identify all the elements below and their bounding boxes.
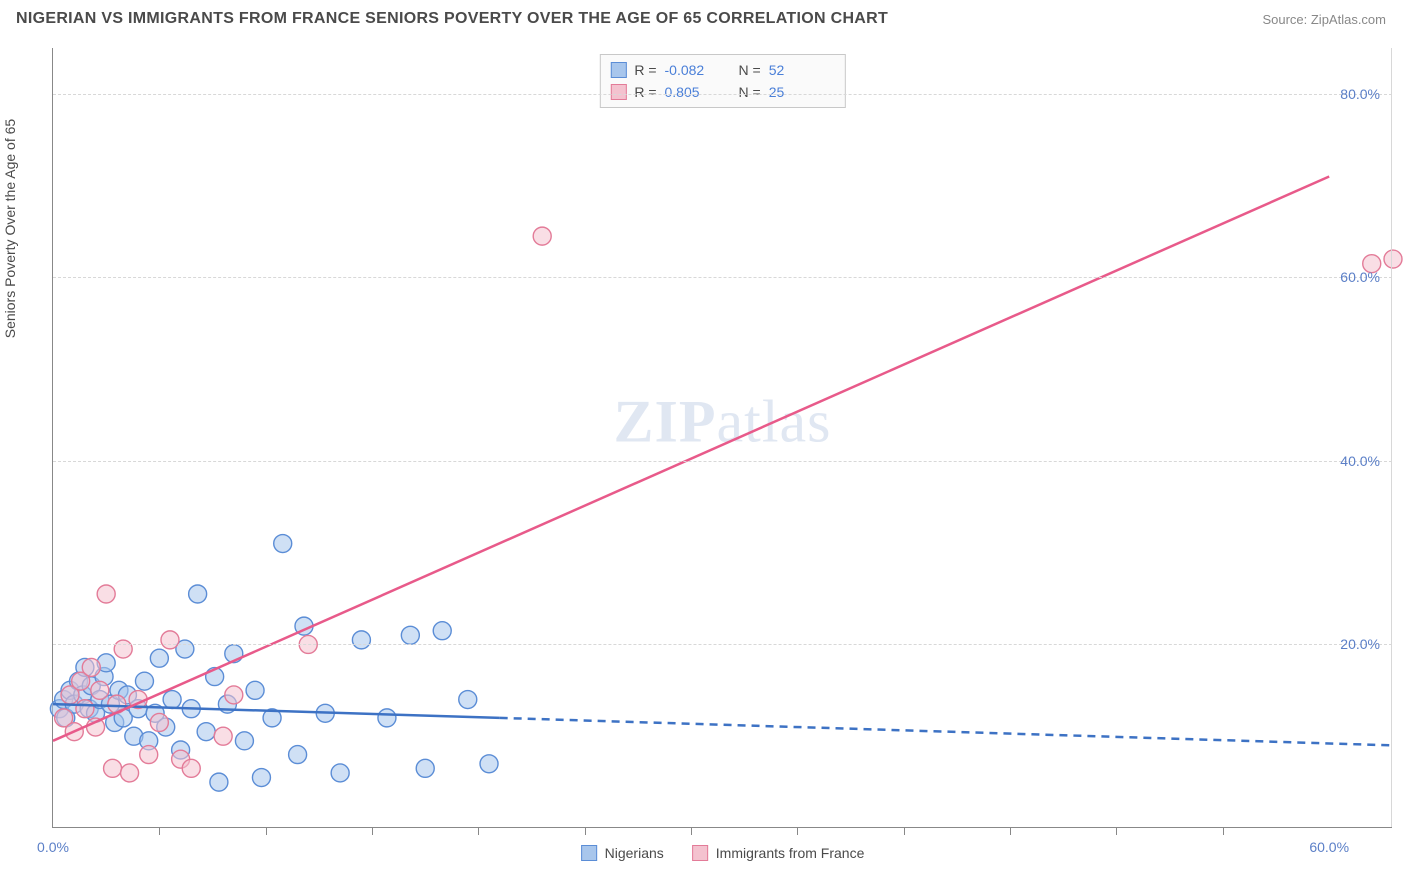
legend-item-france[interactable]: Immigrants from France — [692, 845, 865, 861]
data-point[interactable] — [91, 681, 109, 699]
x-tick-label: 60.0% — [1309, 839, 1349, 855]
data-point[interactable] — [82, 658, 100, 676]
legend-row-nigerians: R = -0.082 N = 52 — [610, 59, 834, 81]
data-point[interactable] — [252, 769, 270, 787]
y-tick-label: 40.0% — [1340, 453, 1380, 469]
y-tick-label: 80.0% — [1340, 86, 1380, 102]
data-point[interactable] — [210, 773, 228, 791]
x-minor-tick — [691, 827, 692, 835]
x-minor-tick — [159, 827, 160, 835]
n-value-france: 25 — [769, 81, 821, 103]
data-point[interactable] — [135, 672, 153, 690]
correlation-legend: R = -0.082 N = 52 R = 0.805 N = 25 — [599, 54, 845, 108]
data-point[interactable] — [104, 759, 122, 777]
data-point[interactable] — [225, 686, 243, 704]
right-edge-line — [1391, 48, 1392, 827]
y-tick-label: 20.0% — [1340, 636, 1380, 652]
data-point[interactable] — [197, 723, 215, 741]
swatch-nigerians-icon — [581, 845, 597, 861]
data-point[interactable] — [274, 535, 292, 553]
grid-line-h — [53, 644, 1392, 645]
swatch-france — [610, 84, 626, 100]
data-point[interactable] — [163, 691, 181, 709]
plot-svg — [53, 48, 1392, 827]
data-point[interactable] — [401, 626, 419, 644]
data-point[interactable] — [114, 640, 132, 658]
data-point[interactable] — [378, 709, 396, 727]
data-point[interactable] — [150, 649, 168, 667]
source-name[interactable]: ZipAtlas.com — [1311, 12, 1386, 27]
x-minor-tick — [904, 827, 905, 835]
trend-line — [500, 718, 1393, 746]
y-axis-label: Seniors Poverty Over the Age of 65 — [2, 119, 18, 338]
data-point[interactable] — [459, 691, 477, 709]
data-point[interactable] — [246, 681, 264, 699]
chart-header: NIGERIAN VS IMMIGRANTS FROM FRANCE SENIO… — [0, 0, 1406, 38]
grid-line-h — [53, 94, 1392, 95]
r-value-france: 0.805 — [665, 81, 717, 103]
data-point[interactable] — [235, 732, 253, 750]
source-label: Source: — [1262, 12, 1310, 27]
data-point[interactable] — [161, 631, 179, 649]
n-value-nigerians: 52 — [769, 59, 821, 81]
data-point[interactable] — [97, 585, 115, 603]
data-point[interactable] — [140, 746, 158, 764]
x-minor-tick — [1116, 827, 1117, 835]
data-point[interactable] — [76, 700, 94, 718]
data-point[interactable] — [331, 764, 349, 782]
data-point[interactable] — [1384, 250, 1402, 268]
x-minor-tick — [478, 827, 479, 835]
x-minor-tick — [1223, 827, 1224, 835]
x-tick-label: 0.0% — [37, 839, 69, 855]
chart-title: NIGERIAN VS IMMIGRANTS FROM FRANCE SENIO… — [16, 10, 888, 28]
y-tick-label: 60.0% — [1340, 269, 1380, 285]
x-minor-tick — [372, 827, 373, 835]
swatch-nigerians — [610, 62, 626, 78]
data-point[interactable] — [480, 755, 498, 773]
data-point[interactable] — [189, 585, 207, 603]
legend-item-nigerians[interactable]: Nigerians — [581, 845, 664, 861]
x-minor-tick — [1010, 827, 1011, 835]
series-legend: Nigerians Immigrants from France — [581, 845, 865, 861]
data-point[interactable] — [533, 227, 551, 245]
legend-row-france: R = 0.805 N = 25 — [610, 81, 834, 103]
swatch-france-icon — [692, 845, 708, 861]
data-point[interactable] — [150, 713, 168, 731]
grid-line-h — [53, 277, 1392, 278]
data-point[interactable] — [416, 759, 434, 777]
trend-line — [53, 176, 1329, 740]
data-point[interactable] — [214, 727, 232, 745]
data-point[interactable] — [289, 746, 307, 764]
grid-line-h — [53, 461, 1392, 462]
x-minor-tick — [585, 827, 586, 835]
x-minor-tick — [266, 827, 267, 835]
data-point[interactable] — [121, 764, 139, 782]
data-point[interactable] — [182, 759, 200, 777]
data-point[interactable] — [352, 631, 370, 649]
data-point[interactable] — [433, 622, 451, 640]
source-attribution: Source: ZipAtlas.com — [1262, 12, 1386, 27]
x-minor-tick — [797, 827, 798, 835]
scatter-chart: ZIPatlas R = -0.082 N = 52 R = 0.805 N =… — [52, 48, 1392, 828]
r-value-nigerians: -0.082 — [665, 59, 717, 81]
legend-label-france: Immigrants from France — [716, 845, 865, 861]
legend-label-nigerians: Nigerians — [605, 845, 664, 861]
